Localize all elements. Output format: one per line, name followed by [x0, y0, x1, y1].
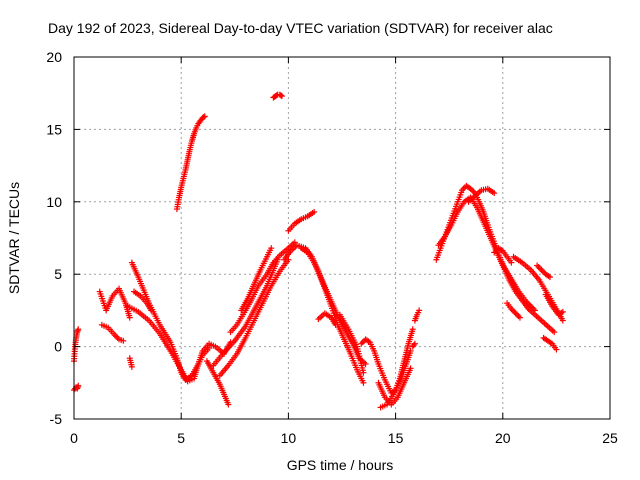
- data-points: [71, 91, 566, 411]
- data-point: [148, 307, 155, 314]
- grid-lines: [74, 57, 610, 419]
- data-point: [358, 340, 365, 347]
- data-point: [511, 308, 518, 315]
- y-tick-label: 0: [54, 339, 62, 355]
- data-point: [536, 265, 543, 272]
- data-point: [491, 190, 498, 197]
- y-tick-label: 5: [54, 266, 62, 282]
- x-tick-label: 25: [602, 430, 618, 446]
- x-tick-label: 15: [388, 430, 404, 446]
- chart-title: Day 192 of 2023, Sidereal Day-to-day VTE…: [48, 20, 553, 36]
- data-point: [411, 340, 418, 347]
- data-point: [516, 314, 523, 321]
- data-point: [360, 369, 367, 376]
- data-point: [409, 326, 416, 333]
- data-point: [559, 308, 566, 315]
- data-point: [551, 329, 558, 336]
- data-point: [508, 259, 515, 266]
- y-tick-label: 20: [46, 49, 62, 65]
- y-tick-labels: -5 0 5 10 15 20: [46, 49, 62, 427]
- data-point: [126, 314, 133, 321]
- data-point: [407, 365, 414, 372]
- data-point: [535, 263, 542, 270]
- data-point: [332, 321, 339, 328]
- data-point: [410, 342, 417, 349]
- y-tick-label: -5: [50, 411, 63, 427]
- x-tick-label: 20: [495, 430, 511, 446]
- data-point: [225, 401, 232, 408]
- data-point: [514, 311, 521, 318]
- data-point: [512, 310, 519, 317]
- data-point: [113, 333, 120, 340]
- y-tick-label: 10: [46, 194, 62, 210]
- data-point: [311, 208, 318, 215]
- x-tick-label: 10: [281, 430, 297, 446]
- data-point: [509, 307, 516, 314]
- data-point: [128, 363, 135, 370]
- plot-frame: [73, 56, 611, 420]
- data-point: [75, 382, 82, 389]
- data-point: [75, 326, 82, 333]
- data-point: [200, 114, 207, 121]
- x-tick-label: 0: [70, 430, 78, 446]
- data-point: [559, 317, 566, 324]
- data-point: [206, 345, 213, 352]
- data-point: [274, 256, 281, 263]
- data-point: [539, 268, 546, 275]
- data-point: [360, 379, 367, 386]
- data-point: [534, 262, 541, 269]
- data-point: [268, 245, 275, 252]
- y-tick-label: 15: [46, 121, 62, 137]
- data-point: [201, 113, 208, 120]
- axis-ticks: [73, 56, 611, 420]
- x-tick-label: 5: [177, 430, 185, 446]
- y-axis-label: SDTVAR / TECUs: [6, 182, 22, 294]
- data-point: [515, 313, 522, 320]
- data-point: [277, 92, 284, 99]
- data-point: [416, 307, 423, 314]
- data-point: [546, 274, 553, 281]
- data-point: [553, 346, 560, 353]
- data-point: [362, 360, 369, 367]
- x-axis-label: GPS time / hours: [287, 457, 394, 473]
- data-point: [538, 266, 545, 273]
- data-point: [278, 93, 285, 100]
- x-tick-labels: 0 5 10 15 20 25: [70, 430, 618, 446]
- data-point: [120, 337, 127, 344]
- data-point: [407, 347, 414, 354]
